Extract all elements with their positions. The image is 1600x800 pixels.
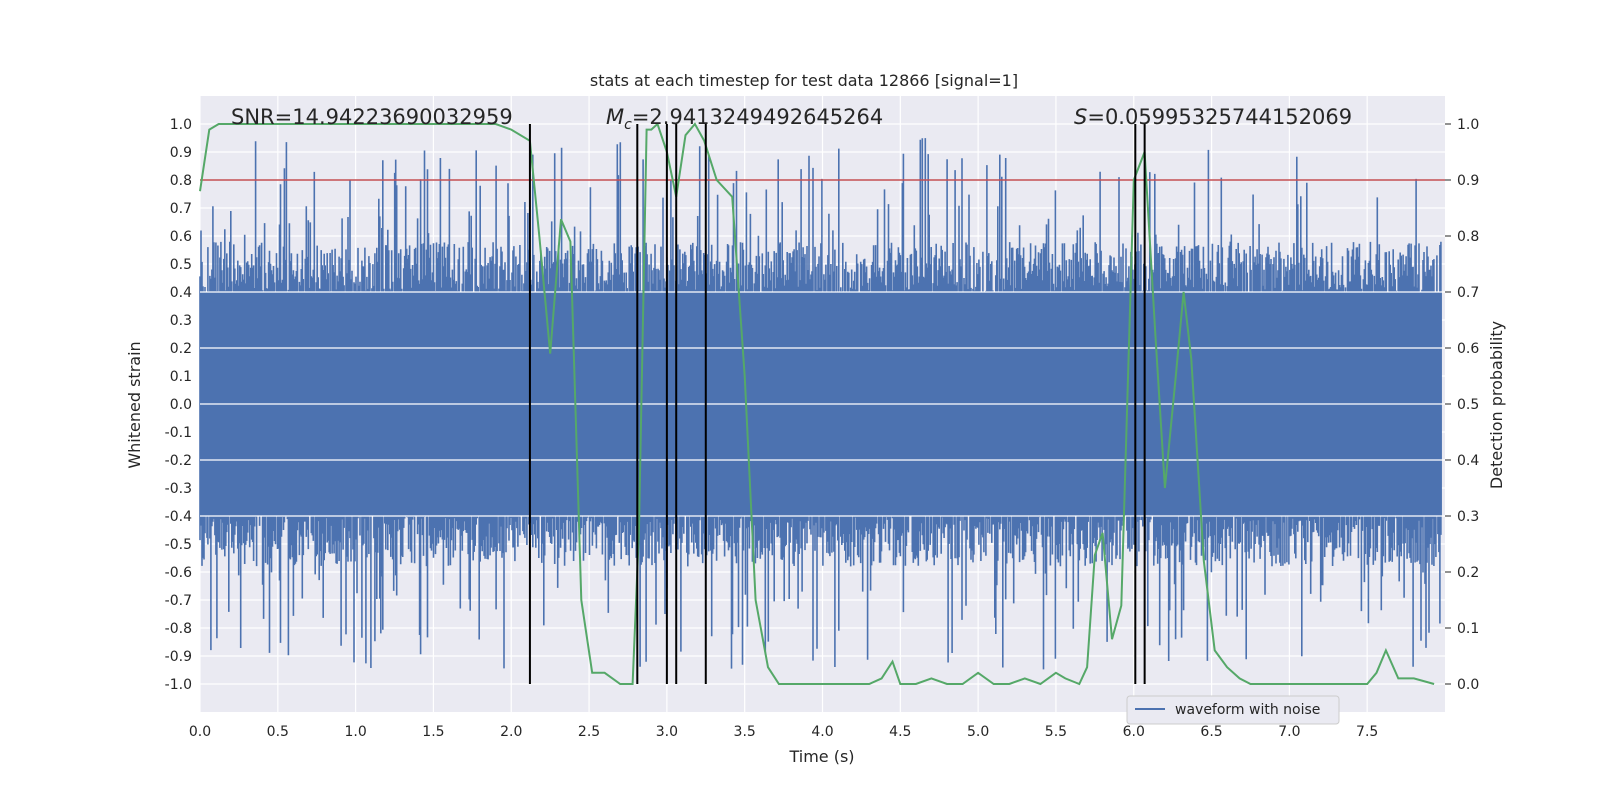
x-tick-label: 2.0 xyxy=(500,724,522,740)
y2-tick-label: 0.9 xyxy=(1457,173,1479,189)
x-tick-label: 5.0 xyxy=(967,724,989,740)
chart-title: stats at each timestep for test data 128… xyxy=(590,71,1018,90)
x-axis-label: Time (s) xyxy=(788,747,854,766)
y-tick-label: -1.0 xyxy=(165,677,192,693)
x-tick-label: 4.5 xyxy=(889,724,911,740)
y-tick-label: 0.3 xyxy=(170,313,192,329)
y-tick-label: -0.8 xyxy=(165,621,192,637)
x-tick-label: 7.5 xyxy=(1356,724,1378,740)
x-tick-label: 1.0 xyxy=(344,724,366,740)
x-tick-label: 1.5 xyxy=(422,724,444,740)
x-tick-label: 0.5 xyxy=(267,724,289,740)
y2-tick-label: 0.8 xyxy=(1457,229,1479,245)
y-tick-label: -0.6 xyxy=(165,565,192,581)
y2-tick-label: 0.4 xyxy=(1457,453,1479,469)
y2-tick-label: 0.1 xyxy=(1457,621,1479,637)
y-axis-label: Whitened strain xyxy=(125,341,144,468)
x-tick-label: 7.0 xyxy=(1278,724,1300,740)
x-axis-ticks: 0.0 0.5 1.0 1.5 2.0 2.5 3.0 3.5 4.0 4.5 5.0 5.5 6.0 6… xyxy=(189,724,1378,740)
x-tick-label: 6.5 xyxy=(1200,724,1222,740)
legend: waveform with noise xyxy=(1126,695,1340,725)
y-tick-label: 0.8 xyxy=(170,173,192,189)
vertical-markers xyxy=(528,124,1146,684)
y-tick-label: -0.3 xyxy=(165,481,192,497)
y-tick-label: -0.5 xyxy=(165,537,192,553)
y-tick-label: 0.2 xyxy=(170,341,192,357)
y2-tick-label: 0.6 xyxy=(1457,341,1479,357)
y-tick-label: 0.9 xyxy=(170,145,192,161)
y-tick-label: -0.1 xyxy=(165,425,192,441)
x-tick-label: 5.5 xyxy=(1045,724,1067,740)
y-axis-right-ticks: 1.0 0.9 0.8 0.7 0.6 0.5 0.4 0.3 0.2 0.1 0.0 xyxy=(1445,117,1479,693)
detection-probability-series xyxy=(199,122,1435,686)
y-tick-label: -0.9 xyxy=(165,649,192,665)
chirp-mass-annotation: Mc=2.9413249492645264 xyxy=(606,105,883,133)
y-tick-label: 0.6 xyxy=(170,229,192,245)
x-tick-label: 4.0 xyxy=(811,724,833,740)
y-tick-label: 0.4 xyxy=(170,285,192,301)
y2-tick-label: 1.0 xyxy=(1457,117,1479,133)
y2-tick-label: 0.3 xyxy=(1457,509,1479,525)
probability-line xyxy=(199,122,1435,686)
y2-tick-label: 0.2 xyxy=(1457,565,1479,581)
x-tick-label: 6.0 xyxy=(1123,724,1145,740)
y2-axis-label: Detection probability xyxy=(1487,321,1506,489)
y-tick-label: 0.5 xyxy=(170,257,192,273)
x-tick-label: 3.5 xyxy=(734,724,756,740)
y-axis-left-ticks: 1.0 0.9 0.8 0.7 0.6 0.5 0.4 0.3 0.2 0.1 0.0 -0.1 -0.… xyxy=(165,117,192,693)
s-annotation: S=0.05995325744152069 xyxy=(1074,105,1352,129)
y-tick-label: -0.7 xyxy=(165,593,192,609)
y-tick-label: -0.4 xyxy=(165,509,192,525)
y-tick-label: 0.0 xyxy=(170,397,192,413)
x-tick-label: 3.0 xyxy=(656,724,678,740)
y-tick-label: 0.7 xyxy=(170,201,192,217)
y2-tick-label: 0.0 xyxy=(1457,677,1479,693)
legend-label: waveform with noise xyxy=(1175,702,1320,718)
waveform-with-noise-series xyxy=(199,138,1445,670)
legend-box xyxy=(1126,695,1340,725)
x-tick-label: 0.0 xyxy=(189,724,211,740)
y-tick-label: 0.1 xyxy=(170,369,192,385)
y2-tick-label: 0.5 xyxy=(1457,397,1479,413)
y2-tick-label: 0.7 xyxy=(1457,285,1479,301)
x-tick-label: 2.5 xyxy=(578,724,600,740)
y-tick-label: -0.2 xyxy=(165,453,192,469)
snr-annotation: SNR=14.94223690032959 xyxy=(231,105,513,129)
y-tick-label: 1.0 xyxy=(170,117,192,133)
